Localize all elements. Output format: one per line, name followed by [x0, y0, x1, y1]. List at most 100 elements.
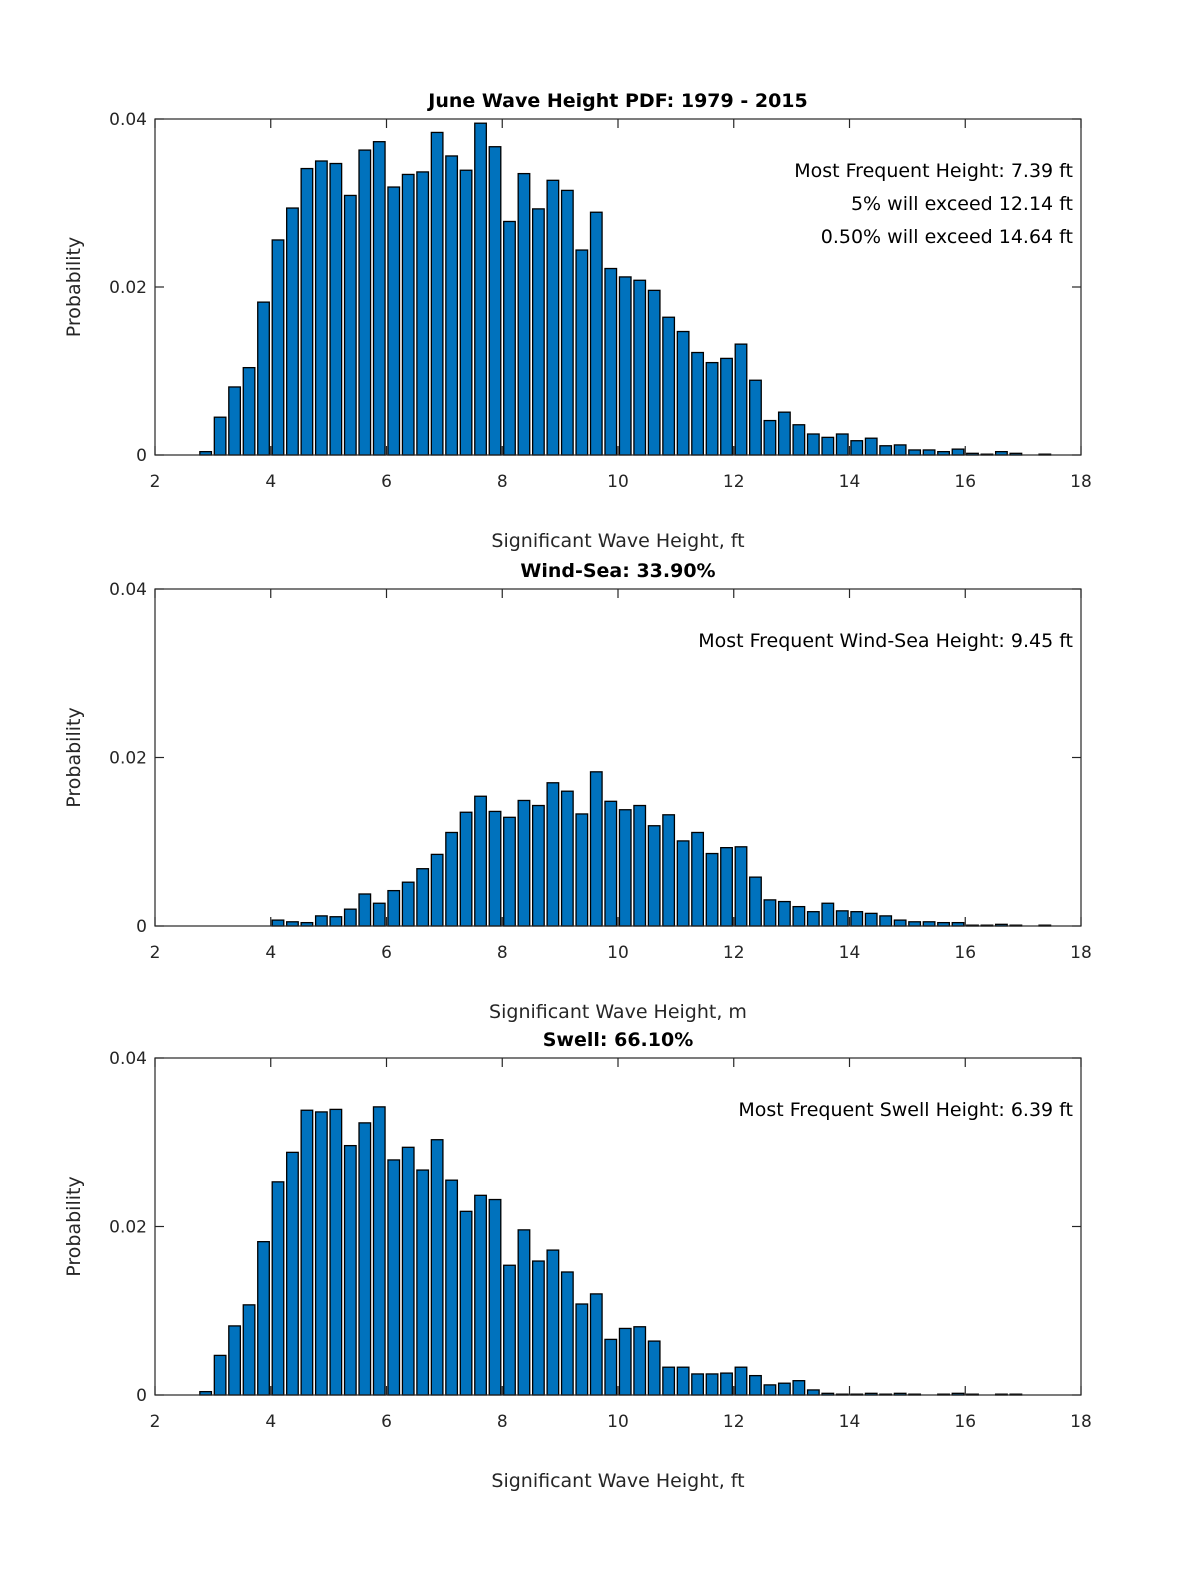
- panel-total: June Wave Height PDF: 1979 - 2015 2 4 6 8 10…: [63, 90, 1092, 552]
- bar: [416, 171, 430, 456]
- bar: [358, 1122, 372, 1396]
- bar: [401, 1146, 415, 1396]
- bar: [908, 921, 922, 927]
- bar: [720, 357, 733, 456]
- x-tick-label: 2: [150, 1412, 161, 1432]
- x-tick-label: 14: [839, 472, 861, 492]
- bar: [734, 846, 748, 927]
- bar: [517, 172, 531, 456]
- bar: [864, 912, 878, 927]
- x-tick-label: 4: [265, 1412, 276, 1432]
- y-tick-label: 0.04: [109, 1049, 147, 1069]
- bar: [806, 911, 820, 927]
- bar: [401, 881, 415, 927]
- bar: [300, 1109, 314, 1396]
- bar: [358, 149, 372, 456]
- x-tick-label: 8: [497, 1412, 508, 1432]
- y-tick-label: 0.02: [109, 1218, 147, 1238]
- bar: [821, 436, 835, 456]
- bar: [213, 416, 227, 456]
- bar: [893, 444, 907, 456]
- bar: [864, 437, 878, 456]
- bar: [314, 915, 328, 927]
- bar: [676, 1366, 690, 1396]
- x-axis-label: Significant Wave Height, ft: [491, 1470, 744, 1492]
- bar: [647, 289, 661, 456]
- bar: [662, 316, 676, 456]
- bar: [372, 1106, 386, 1396]
- bar: [806, 433, 820, 456]
- bar: [691, 1373, 705, 1396]
- bar: [430, 853, 444, 927]
- bar: [372, 902, 386, 927]
- x-tick-label: 6: [381, 1412, 392, 1432]
- bar-series: [199, 122, 1052, 456]
- bar: [589, 771, 603, 927]
- x-tick-label: 10: [607, 472, 629, 492]
- ticks: [154, 118, 1082, 456]
- bar: [242, 1304, 256, 1396]
- bar: [271, 239, 285, 456]
- x-tick-label: 6: [381, 943, 392, 963]
- bar: [387, 186, 401, 456]
- bar: [893, 919, 907, 927]
- y-tick-label: 0: [136, 917, 147, 937]
- annotation-5pct-exceed: 5% will exceed 12.14 ft: [851, 193, 1073, 215]
- bar: [647, 1340, 661, 1396]
- bar: [546, 782, 560, 927]
- x-tick-label: 12: [723, 1412, 745, 1432]
- y-tick-label: 0: [136, 446, 147, 466]
- x-axis-label: Significant Wave Height, m: [489, 1001, 747, 1023]
- bar: [358, 893, 372, 927]
- x-tick-labels: 2 4 6 8 10 12 14 16 18: [150, 472, 1092, 492]
- panel-wind-sea: Wind-Sea: 33.90% 2 4 6 8 10 12 14 16 18 0 0.02 0.0…: [63, 560, 1092, 1023]
- bar: [517, 1229, 531, 1396]
- ticks: [154, 1057, 1082, 1396]
- bar: [850, 911, 864, 927]
- bar: [691, 351, 705, 456]
- ticks: [154, 588, 1082, 927]
- bar: [662, 1366, 676, 1396]
- x-tick-label: 8: [497, 472, 508, 492]
- bar: [806, 1389, 820, 1396]
- bar: [705, 1373, 719, 1396]
- annotation-most-frequent: Most Frequent Swell Height: 6.39 ft: [738, 1099, 1073, 1121]
- x-tick-label: 18: [1070, 943, 1092, 963]
- bar: [286, 1151, 299, 1396]
- bar: [618, 809, 632, 927]
- bar: [575, 1303, 589, 1396]
- x-tick-label: 2: [150, 943, 161, 963]
- bar: [286, 921, 299, 927]
- bar: [705, 852, 719, 927]
- bar: [445, 155, 459, 456]
- bar: [922, 449, 936, 456]
- y-tick-label: 0.02: [109, 278, 147, 298]
- y-axis-label: Probability: [63, 707, 85, 807]
- bar: [401, 173, 415, 456]
- x-tick-label: 14: [839, 1412, 861, 1432]
- bar: [343, 194, 357, 456]
- y-axis-label: Probability: [63, 1176, 85, 1276]
- bar: [343, 1144, 357, 1396]
- bar: [575, 813, 589, 927]
- bar: [286, 207, 299, 456]
- x-tick-labels: 2 4 6 8 10 12 14 16 18: [150, 1412, 1092, 1432]
- bar: [691, 831, 705, 927]
- annotation-0-5pct-exceed: 0.50% will exceed 14.64 ft: [821, 226, 1073, 248]
- bar: [257, 1241, 270, 1396]
- bar: [879, 915, 893, 927]
- chart-title: Swell: 66.10%: [543, 1029, 694, 1051]
- y-tick-labels: 0 0.02 0.04: [109, 110, 147, 466]
- bar: [314, 160, 328, 456]
- x-tick-label: 14: [839, 943, 861, 963]
- annotations: Most Frequent Swell Height: 6.39 ft: [738, 1099, 1073, 1121]
- x-tick-label: 4: [265, 943, 276, 963]
- bar: [329, 1108, 343, 1396]
- x-tick-label: 16: [954, 943, 976, 963]
- x-tick-label: 16: [954, 472, 976, 492]
- chart-title: June Wave Height PDF: 1979 - 2015: [426, 90, 807, 112]
- bar: [604, 800, 618, 927]
- bar: [763, 1384, 777, 1396]
- bar: [474, 1194, 487, 1396]
